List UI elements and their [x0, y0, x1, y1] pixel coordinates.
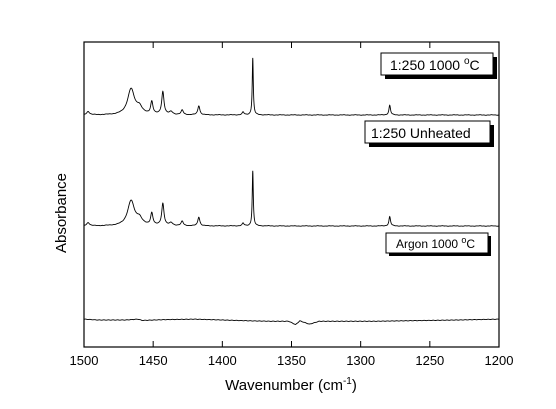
x-tick-label-1200: 1200: [485, 353, 514, 368]
y-axis-label: Absorbance: [53, 173, 70, 253]
series-line-2: [84, 170, 500, 227]
x-axis-label: Wavenumber (cm-1): [225, 376, 357, 394]
x-tick-label-1250: 1250: [415, 353, 444, 368]
legend-box-2: 1:250 Unheated: [364, 120, 494, 147]
x-axis-ticks: [83, 42, 500, 347]
series-line-1: [84, 57, 500, 116]
legend-label-3: Argon 1000 oC: [396, 235, 475, 251]
series-layer: [83, 57, 500, 325]
x-tick-label-1350: 1350: [277, 353, 306, 368]
x-tick-label-1400: 1400: [208, 353, 237, 368]
x-axis-tick-labels: 1500 1450 1400 1350 1300 1250 1200: [70, 353, 514, 368]
legend-label-2: 1:250 Unheated: [371, 125, 471, 141]
legend-box-1: 1:250 1000 oC: [380, 52, 497, 79]
x-tick-label-1300: 1300: [346, 353, 375, 368]
x-tick-label-1500: 1500: [70, 353, 99, 368]
x-tick-label-1450: 1450: [139, 353, 168, 368]
legend-box-3: Argon 1000 oC: [385, 232, 491, 256]
plot-frame: [83, 41, 500, 348]
legend-label-1: 1:250 1000 oC: [390, 56, 480, 73]
series-line-3: [83, 318, 500, 325]
